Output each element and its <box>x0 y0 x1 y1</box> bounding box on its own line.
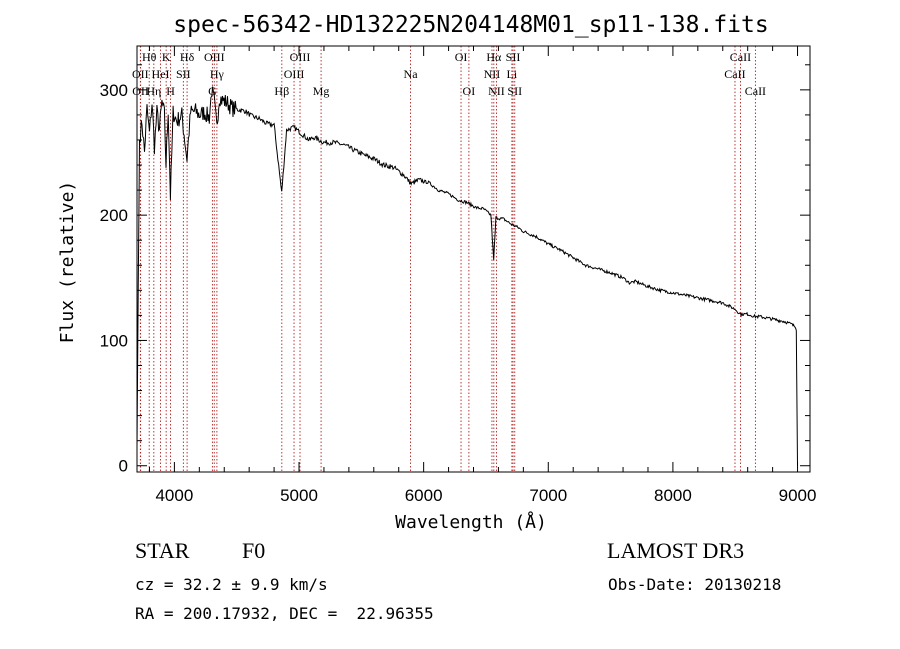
plot-frame <box>136 45 811 473</box>
y-tick-label: 0 <box>119 457 128 476</box>
spectral-line-label: Li <box>507 67 518 81</box>
spectral-line-label: CaII <box>745 84 766 98</box>
y-tick-label: 100 <box>100 331 128 350</box>
spectrum-series-line <box>136 86 798 466</box>
spectral-line-label: K <box>162 50 171 64</box>
spectral-line-label: OII <box>132 84 149 98</box>
redshift-cz: cz = 32.2 ± 9.9 km/s <box>135 575 328 594</box>
spectral-line-label: Hθ <box>142 50 157 64</box>
spectral-line-label: OII <box>132 67 149 81</box>
spectral-line-label: OI <box>455 50 468 64</box>
spectral-line-label: Hα <box>486 50 502 64</box>
observation-date: Obs-Date: 20130218 <box>608 575 782 594</box>
spectral-line-label: Mg <box>313 84 330 98</box>
y-axis-label: Flux (relative) <box>57 181 78 344</box>
spectral-line-label: Na <box>404 67 419 81</box>
spectral-line-label: SII <box>507 84 522 98</box>
spectral-line-label: Hδ <box>180 50 195 64</box>
spectral-line-label: Hη <box>146 84 161 98</box>
x-tick-label: 9000 <box>779 486 817 505</box>
object-subclass: F0 <box>242 538 266 563</box>
spectral-line-label: SII <box>506 50 521 64</box>
spectral-line-label: OIII <box>204 50 225 64</box>
coordinates: RA = 200.17932, DEC = 22.96355 <box>135 604 434 623</box>
spectral-line-label: NII <box>484 67 501 81</box>
y-tick-label: 300 <box>100 81 128 100</box>
x-tick-label: 8000 <box>654 486 692 505</box>
survey-name: LAMOST DR3 <box>607 538 745 563</box>
spectral-line-label: CaII <box>730 50 751 64</box>
y-tick-label: 200 <box>100 206 128 225</box>
object-type: STAR <box>135 538 190 563</box>
spectral-line-label: OIII <box>284 67 305 81</box>
x-tick-label: 6000 <box>405 486 443 505</box>
x-axis-label: Wavelength (Å) <box>395 511 547 533</box>
x-tick-label: 7000 <box>529 486 567 505</box>
spectral-line-label: Hβ <box>274 84 289 98</box>
spectral-line-label: NII <box>488 84 505 98</box>
spectral-line-label: OI <box>463 84 476 98</box>
spectral-line-label: OIII <box>290 50 311 64</box>
x-tick-label: 4000 <box>155 486 193 505</box>
spectral-line-label: SII <box>176 67 191 81</box>
spectral-line-label: H <box>166 84 175 98</box>
chart-title: spec-56342-HD132225N204148M01_sp11-138.f… <box>173 12 768 38</box>
spectral-line-label: CaII <box>724 67 745 81</box>
spectral-line-label: HeI <box>152 67 170 81</box>
x-tick-label: 5000 <box>280 486 318 505</box>
spectral-line-label: Hγ <box>210 67 225 81</box>
